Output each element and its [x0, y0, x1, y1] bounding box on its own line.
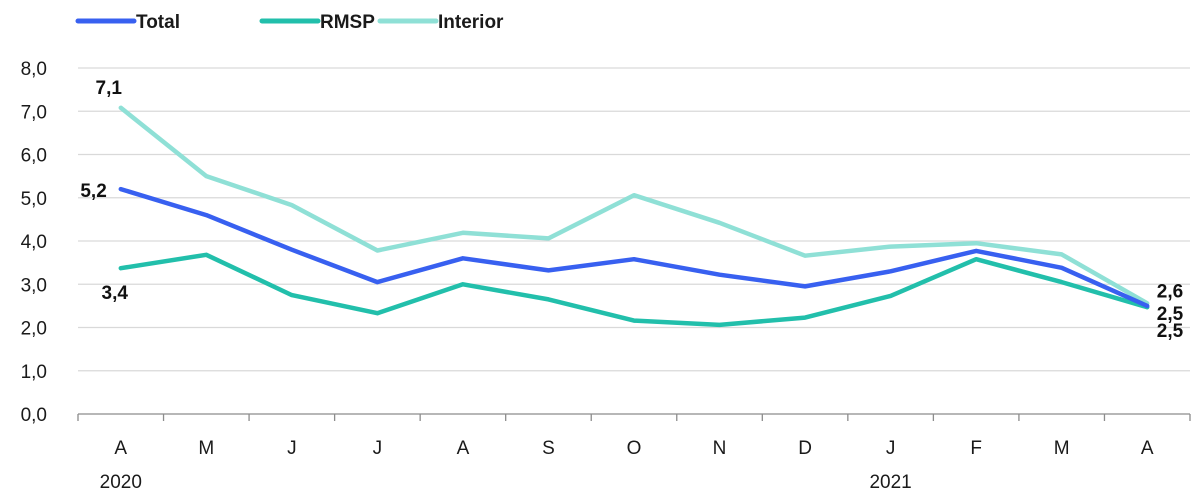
x-tick-label: F [970, 438, 982, 459]
x-tick-label: A [114, 438, 127, 459]
y-tick-label: 2,0 [21, 319, 47, 340]
x-tick-label: D [798, 438, 812, 459]
legend-label: Total [136, 12, 180, 33]
x-tick-label: J [886, 438, 896, 459]
x-year-label: 2020 [100, 472, 142, 492]
data-label: 2,6 [1157, 281, 1183, 302]
x-tick-label: A [457, 438, 470, 459]
legend-label: RMSP [320, 12, 375, 33]
y-tick-label: 4,0 [21, 232, 47, 253]
x-year-label: 2021 [869, 472, 911, 492]
data-label: 2,5 [1157, 321, 1184, 342]
y-tick-label: 0,0 [21, 405, 47, 426]
data-label: 3,4 [102, 283, 129, 304]
x-tick-label: J [373, 438, 383, 459]
data-label: 2,5 [1157, 304, 1184, 325]
legend: Total RMSP Interior [75, 12, 504, 33]
y-tick-label: 7,0 [21, 102, 47, 123]
x-tick-label: M [198, 438, 214, 459]
y-tick-label: 8,0 [21, 59, 47, 80]
data-labels: 7,15,23,4 2,62,52,5 [80, 78, 1183, 342]
series-line-total [118, 186, 1150, 309]
legend-label: Interior [438, 12, 504, 33]
y-tick-label: 5,0 [21, 189, 47, 210]
axes: 0,0 1,0 2,0 3,0 4,0 5,0 6,0 7,0 8,0 A M J J A S O N D J F M A… [21, 59, 1191, 492]
legend-item-total: Total [75, 12, 180, 33]
data-label: 7,1 [96, 78, 123, 99]
x-tick-label: N [713, 438, 727, 459]
x-tick-label: J [287, 438, 297, 459]
data-label: 5,2 [80, 181, 106, 202]
x-tick-label: S [542, 438, 555, 459]
x-tick-label: O [627, 438, 642, 459]
y-tick-label: 6,0 [21, 146, 47, 167]
series-lines [118, 105, 1150, 328]
gridlines [78, 67, 1190, 372]
series-line-rmsp [118, 252, 1150, 328]
series-line-interior [118, 105, 1150, 306]
legend-item-rmsp: RMSP [259, 12, 375, 33]
y-tick-label: 1,0 [21, 362, 47, 383]
x-tick-label: M [1054, 438, 1070, 459]
legend-item-interior: Interior [377, 12, 504, 33]
y-tick-label: 3,0 [21, 275, 47, 296]
x-tick-label: A [1141, 438, 1154, 459]
